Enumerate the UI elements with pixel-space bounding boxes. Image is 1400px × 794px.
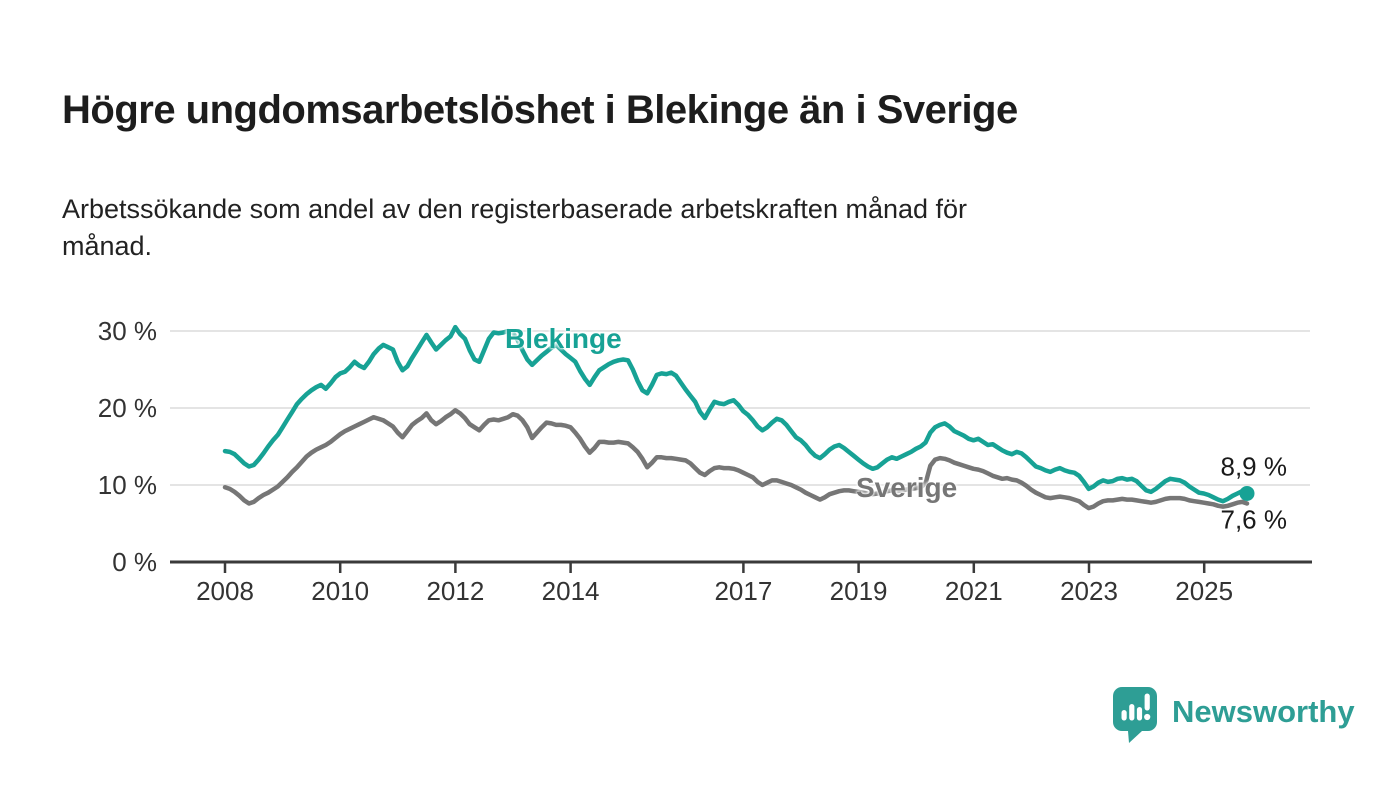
x-tick-label-2012: 2012 xyxy=(426,576,484,606)
y-tick-label-10: 10 % xyxy=(98,470,157,500)
blekinge-series-label: Blekinge xyxy=(505,323,622,354)
newsworthy-logo-text: Newsworthy xyxy=(1172,693,1355,729)
x-tick-label-2010: 2010 xyxy=(311,576,369,606)
logo-bubble-shape xyxy=(1113,687,1157,743)
x-tick-label-2021: 2021 xyxy=(945,576,1003,606)
x-tick-label-2025: 2025 xyxy=(1175,576,1233,606)
sverige-end-value-label: 7,6 % xyxy=(1221,504,1288,534)
x-tick-label-2017: 2017 xyxy=(714,576,772,606)
x-tick-label-2019: 2019 xyxy=(830,576,888,606)
blekinge-end-dot xyxy=(1239,485,1255,501)
x-tick-label-2014: 2014 xyxy=(542,576,600,606)
y-tick-label-0: 0 % xyxy=(112,547,157,577)
logo-exclamation-dot xyxy=(1144,713,1151,721)
newsworthy-logo-icon xyxy=(1113,687,1157,743)
y-tick-label-20: 20 % xyxy=(98,393,157,423)
logo-exclamation-bar xyxy=(1144,693,1150,711)
sverige-line xyxy=(222,408,1250,511)
blekinge-end-value-label: 8,9 % xyxy=(1221,451,1288,481)
x-tick-label-2023: 2023 xyxy=(1060,576,1118,606)
x-tick-label-2008: 2008 xyxy=(196,576,254,606)
blekinge-line xyxy=(222,324,1250,504)
logo-bar-medium xyxy=(1136,707,1143,721)
chart-title: Högre ungdomsarbetslöshet i Blekinge än … xyxy=(62,87,1018,132)
y-tick-label-30: 30 % xyxy=(98,316,157,346)
newsworthy-logo: Newsworthy xyxy=(1112,686,1355,743)
logo-bar-small xyxy=(1121,710,1127,721)
logo-bar-tall xyxy=(1129,704,1135,721)
sverige-series-label: Sverige xyxy=(856,472,958,503)
chart-subtitle: Arbetssökande som andel av den registerb… xyxy=(62,194,968,262)
